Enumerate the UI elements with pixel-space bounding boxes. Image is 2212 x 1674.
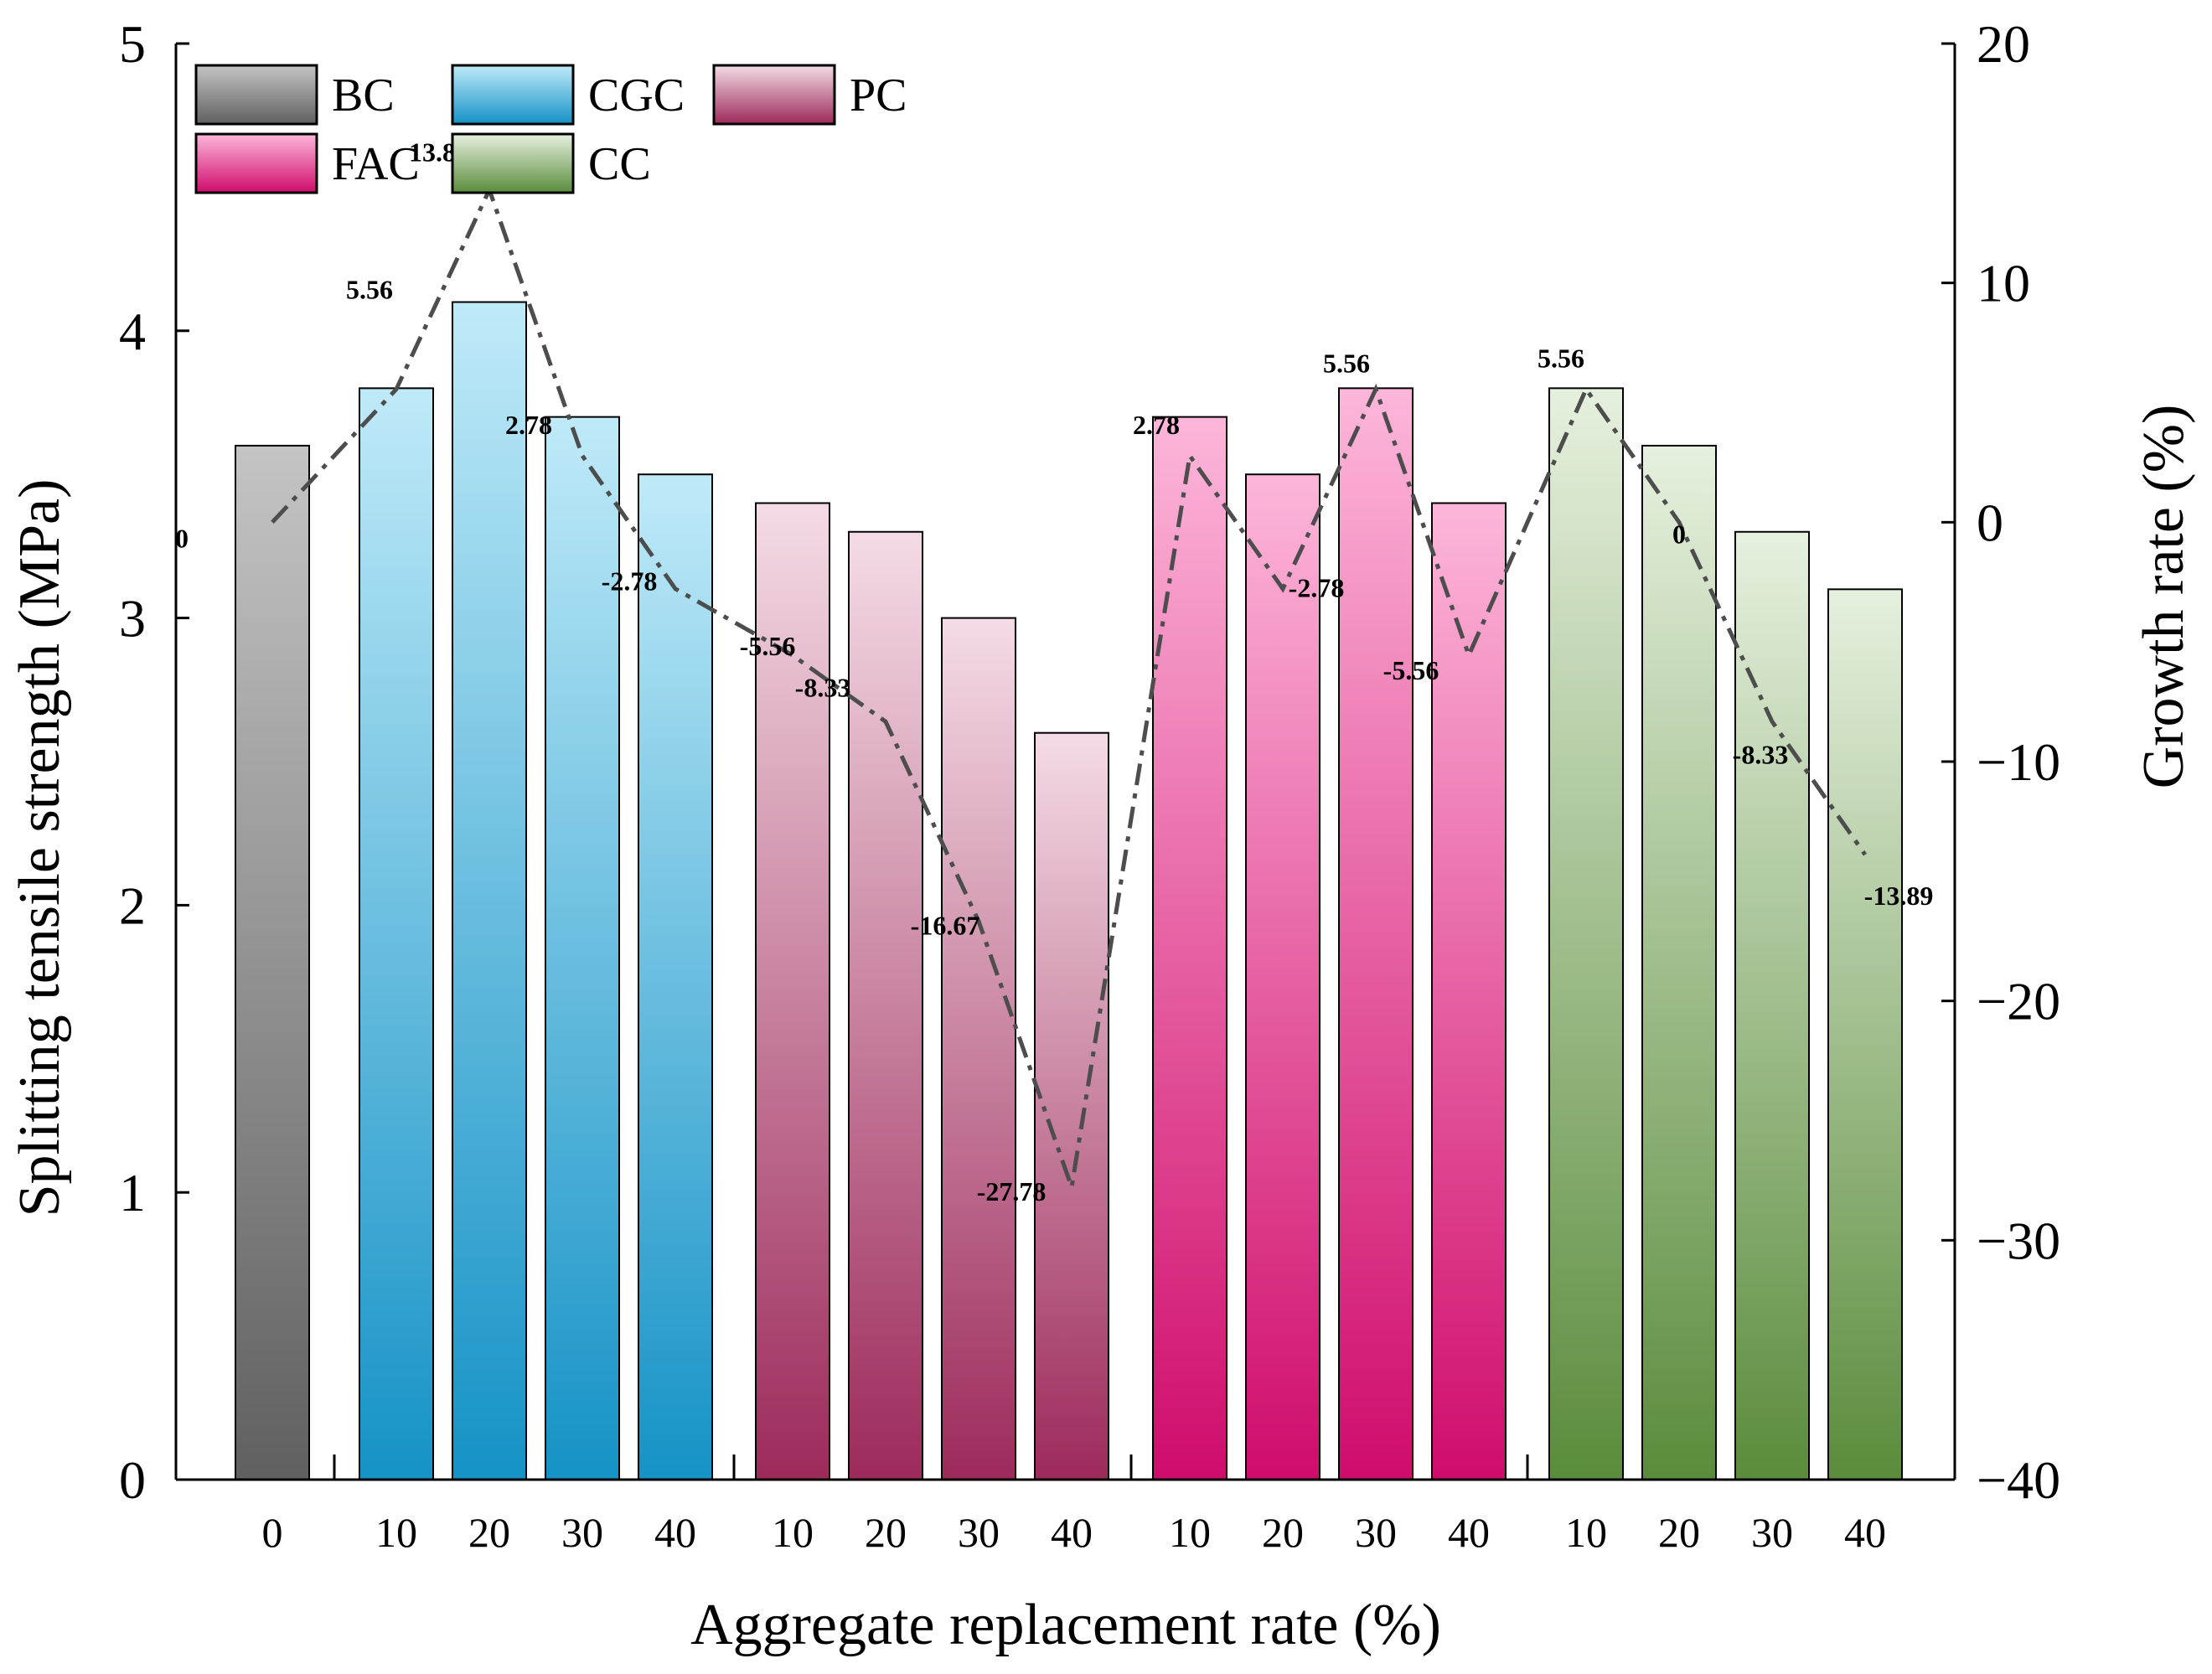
bar-fac-9 <box>1152 416 1227 1480</box>
bar-pc-5 <box>755 502 830 1480</box>
x-tick-label-4: 40 <box>654 1509 696 1556</box>
growth-label-9: 2.78 <box>1133 410 1180 440</box>
x-axis-title: Aggregate replacement rate (%) <box>690 1593 1441 1657</box>
growth-label-0: 0 <box>175 523 189 553</box>
x-tick-label-1: 10 <box>375 1509 417 1556</box>
growth-label-5: -5.56 <box>740 631 796 661</box>
x-tick-label-15: 30 <box>1751 1509 1793 1556</box>
growth-label-13: 5.56 <box>1538 344 1584 374</box>
legend-swatch-bc <box>194 64 318 126</box>
bar-cc-15 <box>1734 530 1810 1480</box>
growth-label-6: -8.33 <box>795 672 851 702</box>
bar-cc-16 <box>1827 588 1903 1481</box>
bar-cc-13 <box>1548 387 1624 1480</box>
y-axis-title: Splitting tensile strength (MPa) <box>8 479 72 1217</box>
legend-swatch-fac <box>194 132 318 194</box>
x-tick-label-5: 10 <box>772 1509 814 1556</box>
growth-label-3: 2.78 <box>505 410 552 440</box>
x-tick-label-8: 40 <box>1051 1509 1093 1556</box>
x-tick-label-11: 30 <box>1355 1509 1397 1556</box>
axes-layer: 0 1 2 3 4 5 −40 −30 −20 −10 0 10 20 0 10 20 30 40 10 20 30 40… <box>119 14 2060 1556</box>
bar-cgc-3 <box>545 416 620 1480</box>
bar-cgc-1 <box>359 387 434 1480</box>
x-tick-label-9: 10 <box>1169 1509 1211 1556</box>
y-tick-label-0: 0 <box>119 1450 146 1510</box>
y-tick-label-1: 1 <box>119 1163 146 1222</box>
growth-label-11: 5.56 <box>1323 349 1370 379</box>
bar-fac-11 <box>1338 387 1414 1480</box>
y2-tick-label-2: −20 <box>1977 972 2060 1031</box>
x-tick-label-7: 30 <box>958 1509 1000 1556</box>
x-tick-label-14: 20 <box>1658 1509 1700 1556</box>
growth-label-8: -27.78 <box>977 1176 1047 1206</box>
bar-fac-12 <box>1431 502 1507 1480</box>
bar-cgc-4 <box>638 473 713 1481</box>
bars-layer <box>235 301 1903 1481</box>
x-tick-label-10: 20 <box>1262 1509 1304 1556</box>
legend-swatch-cc <box>451 132 575 194</box>
growth-label-15: -8.33 <box>1733 739 1789 769</box>
legend-swatch-cgc <box>451 64 575 126</box>
legend-label-cgc: CGC <box>588 70 685 121</box>
bar-fac-10 <box>1245 473 1320 1481</box>
x-tick-label-16: 40 <box>1844 1509 1886 1556</box>
growth-label-10: -2.78 <box>1289 573 1345 603</box>
y-tick-label-2: 2 <box>119 876 146 935</box>
x-tick-label-13: 10 <box>1565 1509 1607 1556</box>
y2-tick-label-1: −30 <box>1977 1211 2060 1270</box>
y-tick-label-4: 4 <box>119 302 146 361</box>
bar-pc-8 <box>1034 731 1109 1480</box>
legend-label-cc: CC <box>588 138 651 190</box>
y2-tick-label-0: −40 <box>1977 1450 2060 1510</box>
y2-tick-label-5: 10 <box>1977 254 2030 313</box>
legend-label-bc: BC <box>332 70 395 121</box>
legend-label-fac: FAC <box>332 138 420 190</box>
y2-tick-label-4: 0 <box>1977 493 2003 552</box>
growth-label-16: -13.89 <box>1864 881 1934 911</box>
legend: BC CGC PC FAC CC <box>194 64 907 194</box>
growth-line-layer: 05.5613.892.78-2.78-5.56-8.33-16.67-27.7… <box>175 137 1933 1206</box>
x-tick-label-2: 20 <box>468 1509 510 1556</box>
y-tick-label-5: 5 <box>119 14 146 74</box>
x-tick-label-3: 30 <box>561 1509 603 1556</box>
x-tick-label-0: 0 <box>262 1509 283 1556</box>
bar-pc-7 <box>941 617 1016 1480</box>
growth-label-4: -2.78 <box>602 566 658 597</box>
y-tick-label-3: 3 <box>119 589 146 648</box>
growth-label-14: 0 <box>1672 519 1686 549</box>
growth-label-12: -5.56 <box>1383 655 1439 685</box>
bar-cc-14 <box>1641 444 1717 1480</box>
bar-bc-0 <box>235 444 310 1480</box>
y2-axis-title: Growth rate (%) <box>2132 405 2196 789</box>
x-tick-label-6: 20 <box>865 1509 907 1556</box>
bar-pc-6 <box>848 530 923 1480</box>
bar-cgc-2 <box>452 301 527 1480</box>
legend-swatch-pc <box>712 64 836 126</box>
y2-tick-label-6: 20 <box>1977 14 2030 74</box>
x-tick-label-12: 40 <box>1448 1509 1490 1556</box>
growth-label-7: -16.67 <box>911 911 980 941</box>
growth-label-1: 5.56 <box>346 275 393 305</box>
legend-label-pc: PC <box>850 70 907 121</box>
y2-tick-label-3: −10 <box>1977 732 2060 792</box>
